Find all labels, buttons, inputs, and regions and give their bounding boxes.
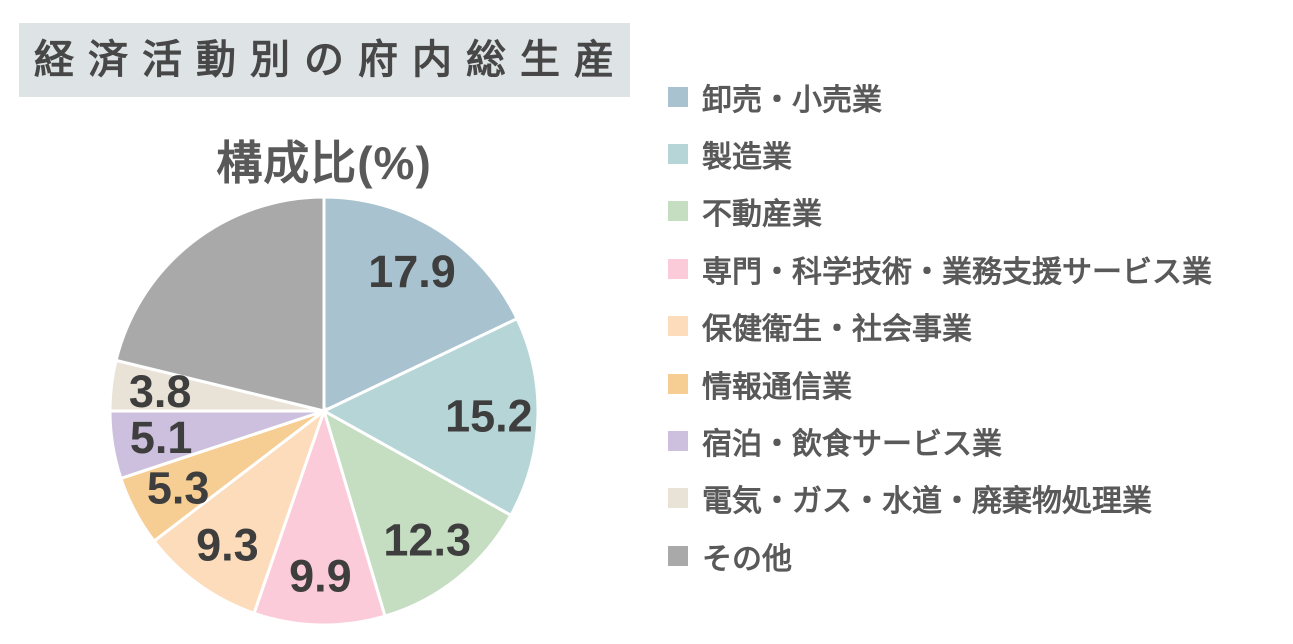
legend-label: 不動産業 xyxy=(702,198,822,232)
legend-label: 情報通信業 xyxy=(702,370,852,404)
legend-item: 保健衛生・社会事業 xyxy=(668,298,1212,355)
slice-value-label: 3.8 xyxy=(129,366,192,417)
legend-swatch-icon xyxy=(668,201,688,222)
legend-swatch-icon xyxy=(668,86,688,107)
legend-label: 専門・科学技術・業務支援サービス業 xyxy=(702,255,1212,289)
pie-chart: 17.9 15.2 12.3 9.9 9.35.35.13.8 xyxy=(108,195,540,627)
legend-label: 保健衛生・社会事業 xyxy=(702,313,972,347)
slice-value-label: 12.3 xyxy=(383,514,471,565)
slice-value-label: 5.3 xyxy=(147,463,210,514)
legend-label: 宿泊・飲食サービス業 xyxy=(702,428,1002,462)
slice-value-label: 15.2 xyxy=(445,391,533,442)
legend-swatch-icon xyxy=(668,316,688,337)
legend-item: 不動産業 xyxy=(668,183,1212,240)
slice-value-label: 9.9 xyxy=(289,551,352,602)
legend-item: 専門・科学技術・業務支援サービス業 xyxy=(668,240,1212,297)
legend-item: その他 xyxy=(668,527,1212,584)
slice-value-label: 17.9 xyxy=(368,246,456,297)
legend-swatch-icon xyxy=(668,488,688,509)
legend-label: 製造業 xyxy=(702,141,792,175)
legend-swatch-icon xyxy=(668,431,688,452)
legend-swatch-icon xyxy=(668,545,688,566)
legend-item: 製造業 xyxy=(668,125,1212,182)
legend-label: 電気・ガス・水道・廃棄物処理業 xyxy=(702,485,1152,519)
pie-slice xyxy=(252,406,387,627)
slice-value-label: 9.3 xyxy=(196,519,259,570)
chart-legend: 卸売・小売業 製造業 不動産業 専門・科学技術・業務支援サービス業 保健衛生・社… xyxy=(668,68,1212,585)
legend-swatch-icon xyxy=(668,144,688,165)
legend-swatch-icon xyxy=(668,258,688,279)
page-title: 経済活動別の府内総生産 xyxy=(19,23,630,97)
legend-swatch-icon xyxy=(668,373,688,394)
legend-item: 卸売・小売業 xyxy=(668,68,1212,125)
slice-value-label: 5.1 xyxy=(130,412,193,463)
chart-subtitle: 構成比(%) xyxy=(216,137,432,189)
legend-item: 宿泊・飲食サービス業 xyxy=(668,412,1212,469)
legend-item: 情報通信業 xyxy=(668,355,1212,412)
pie-slice xyxy=(114,195,326,413)
legend-label: その他 xyxy=(702,542,792,576)
legend-item: 電気・ガス・水道・廃棄物処理業 xyxy=(668,470,1212,527)
legend-label: 卸売・小売業 xyxy=(702,83,882,117)
pie-slice xyxy=(151,406,328,616)
pie-slice xyxy=(320,316,540,518)
pie-slice xyxy=(322,195,520,414)
